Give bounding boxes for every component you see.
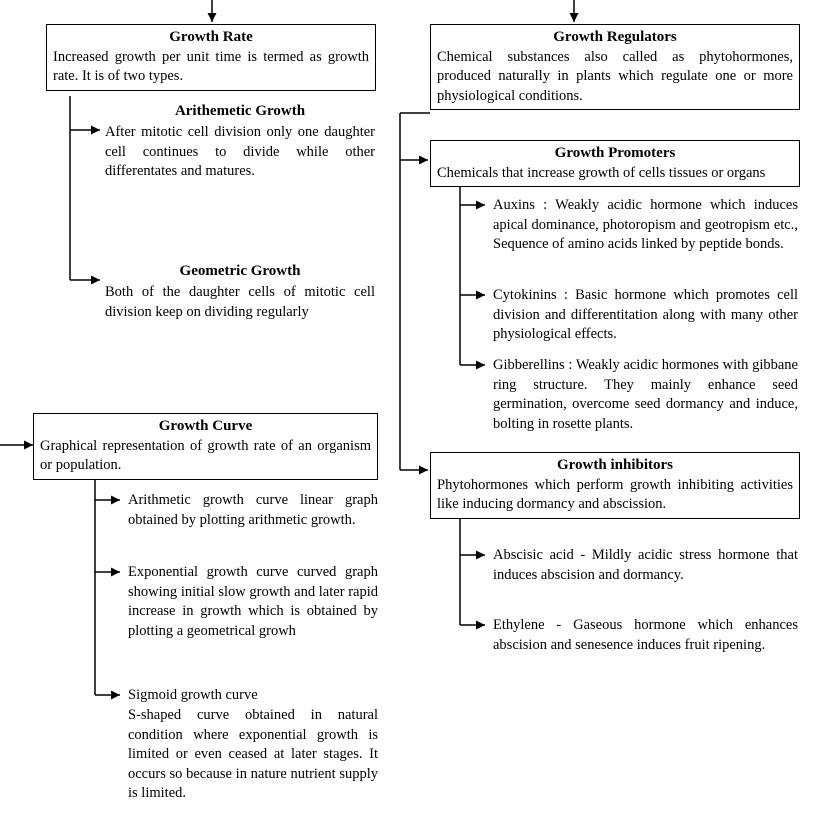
inhibitor-item-abscisic: Abscisic acid - Mildly acidic stress hor…	[493, 546, 798, 585]
growth-regulators-title: Growth Regulators	[437, 28, 793, 48]
curve-item-sigmoid: Sigmoid growth curve	[128, 686, 378, 706]
growth-promoters-title: Growth Promoters	[437, 144, 793, 164]
geometric-body: Both of the daughter cells of mitotic ce…	[105, 283, 375, 322]
promoter-item-gibberellins: Gibberellins : Weakly acidic hormones wi…	[493, 356, 798, 434]
arithmetic-body: After mitotic cell division only one dau…	[105, 123, 375, 182]
inhibitor-item-ethylene: Ethylene - Gaseous hormone which enhance…	[493, 616, 798, 655]
growth-regulators-box: Growth Regulators Chemical substances al…	[430, 24, 800, 110]
geometric-title: Geometric Growth	[105, 263, 375, 280]
growth-regulators-body: Chemical substances also called as phyto…	[437, 48, 793, 107]
growth-curve-box: Growth Curve Graphical representation of…	[33, 413, 378, 480]
growth-curve-body: Graphical representation of growth rate …	[40, 437, 371, 476]
curve-item-exponential: Exponential growth curve curved graph sh…	[128, 563, 378, 641]
growth-inhibitors-box: Growth inhibitors Phytohormones which pe…	[430, 452, 800, 519]
growth-promoters-body: Chemicals that increase growth of cells …	[437, 164, 793, 184]
curve-item-arithmetic: Arithmetic growth curve linear graph obt…	[128, 491, 378, 530]
growth-promoters-box: Growth Promoters Chemicals that increase…	[430, 140, 800, 187]
growth-rate-box: Growth Rate Increased growth per unit ti…	[46, 24, 376, 91]
promoter-item-auxins: Auxins : Weakly acidic hormone which ind…	[493, 196, 798, 255]
growth-inhibitors-title: Growth inhibitors	[437, 456, 793, 476]
growth-rate-body: Increased growth per unit time is termed…	[53, 48, 369, 87]
promoter-item-cytokinins: Cytokinins : Basic hormone which promote…	[493, 286, 798, 345]
growth-rate-title: Growth Rate	[53, 28, 369, 48]
growth-inhibitors-body: Phytohormones which perform growth inhib…	[437, 476, 793, 515]
sigmoid-detail: S-shaped curve obtained in natural condi…	[128, 706, 378, 804]
arithmetic-title: Arithemetic Growth	[105, 103, 375, 120]
growth-curve-title: Growth Curve	[40, 417, 371, 437]
